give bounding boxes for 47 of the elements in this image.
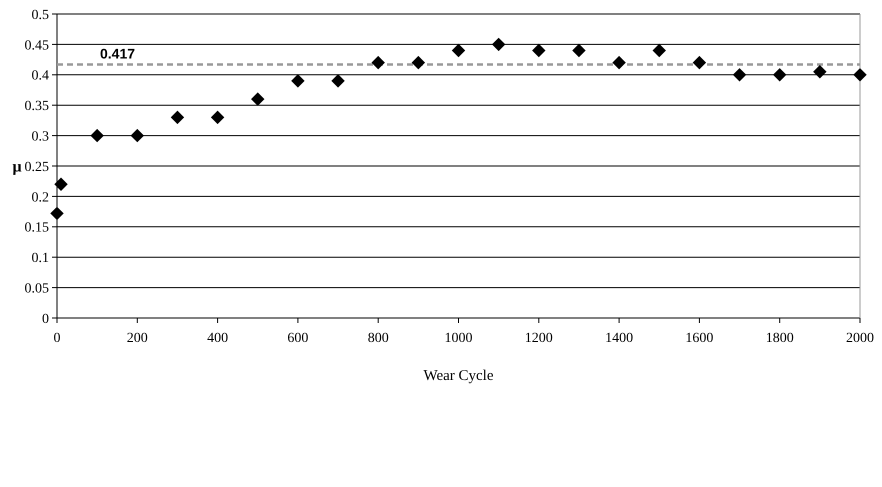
- point: [130, 128, 144, 142]
- y-axis-title: μ: [12, 158, 22, 176]
- y-tick-label: 0: [42, 312, 49, 327]
- point: [652, 44, 666, 58]
- point: [532, 44, 546, 58]
- x-axis-title: Wear Cycle: [423, 368, 494, 384]
- y-tick-label: 0.35: [24, 99, 49, 114]
- point: [612, 56, 626, 70]
- point: [772, 68, 786, 82]
- y-tick-label: 0.5: [32, 8, 49, 23]
- point: [251, 92, 264, 106]
- point: [331, 74, 345, 88]
- x-tick-label: 600: [287, 331, 308, 346]
- y-tick-label: 0.45: [24, 38, 49, 54]
- point: [412, 56, 426, 70]
- x-tick-label: 2000: [846, 331, 874, 346]
- point: [813, 65, 827, 78]
- x-tick-label: 200: [126, 331, 148, 346]
- y-tick-label: 0.25: [24, 160, 49, 175]
- ref-line-label: 0.417: [100, 45, 136, 62]
- x-tick-label: 1800: [766, 331, 794, 346]
- point: [492, 38, 506, 52]
- point: [692, 56, 706, 70]
- x-tick-label: 1400: [605, 331, 634, 346]
- point: [732, 68, 746, 82]
- x-tick-label: 1600: [685, 331, 714, 346]
- point: [50, 206, 64, 220]
- y-tick-label: 0.15: [24, 220, 49, 236]
- x-tick-label: 800: [368, 331, 389, 346]
- point: [853, 68, 867, 82]
- y-tick-label: 0.2: [32, 190, 49, 206]
- point: [371, 56, 385, 70]
- point: [572, 44, 586, 58]
- y-tick-label: 0.05: [24, 282, 49, 296]
- point: [452, 44, 466, 58]
- point: [54, 178, 68, 191]
- x-tick-label: 0: [54, 331, 60, 346]
- x-tick-label: 400: [207, 331, 228, 346]
- point: [291, 74, 305, 88]
- y-tick-label: 0.4: [32, 68, 49, 84]
- y-tick-label: 0.3: [32, 130, 49, 144]
- point: [210, 110, 224, 124]
- x-tick-label: 1000: [444, 331, 472, 346]
- point: [90, 128, 104, 142]
- y-tick-label: 0.1: [32, 251, 49, 266]
- x-tick-label: 1200: [524, 331, 553, 346]
- point: [170, 110, 184, 124]
